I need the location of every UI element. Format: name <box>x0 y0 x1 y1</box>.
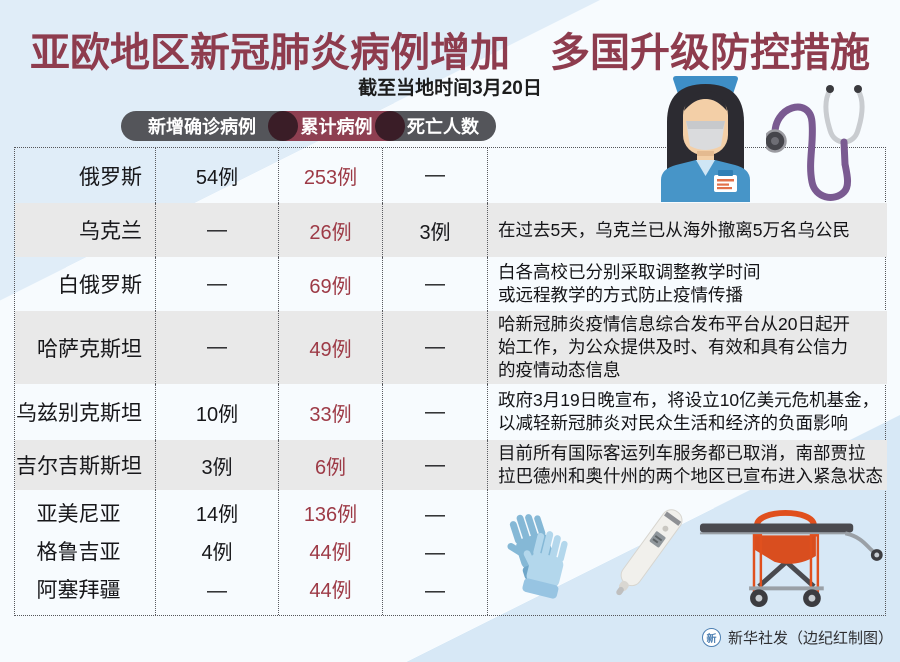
country-cell: 乌兹别克斯坦 <box>15 384 156 440</box>
credit-text: 新华社发（边纪红制图） <box>728 630 894 647</box>
deaths-cell: — <box>383 384 488 440</box>
xinhua-logo-icon: 新 <box>702 628 721 647</box>
legend-new-cases: 新增确诊病例 <box>121 111 283 141</box>
country-cell: 哈萨克斯坦 <box>15 311 156 384</box>
cumulative-cell: 49例 <box>279 311 383 384</box>
new-cases-cell: 4例 <box>201 541 233 564</box>
country-cell: 亚美尼亚 <box>36 502 121 526</box>
legend-junction-dot <box>268 111 298 141</box>
new-cases-cell: 3例 <box>156 440 279 490</box>
deaths-cell: 3例 <box>383 203 488 257</box>
medical-icons-cell <box>488 490 887 615</box>
country-group-cell: 亚美尼亚 格鲁吉亚 阿塞拜疆 <box>15 490 156 615</box>
cumulative-cell: 44例 <box>309 541 352 564</box>
note-cell: 白各高校已分别采取调整教学时间 或远程教学的方式防止疫情传播 <box>498 262 761 305</box>
country-cell: 格鲁吉亚 <box>36 540 121 564</box>
deaths-cell: — <box>425 503 445 526</box>
deaths-cell: — <box>383 311 488 384</box>
deaths-group-cell: — — — <box>383 490 488 615</box>
page-subtitle: 截至当地时间3月20日 <box>358 78 542 99</box>
cumulative-cell: 6例 <box>279 440 383 490</box>
cases-table: 俄罗斯 54例 253例 — 乌克兰 — 26例 3例 在过去5天，乌克兰已从海… <box>14 147 887 616</box>
legend-cumulative-cases: 累计病例 <box>283 111 390 141</box>
note-cell: 在过去5天，乌克兰已从海外撤离5万名乌公民 <box>488 203 887 257</box>
cumulative-group-cell: 136例 44例 44例 <box>279 490 383 615</box>
cumulative-cell: 69例 <box>279 257 383 311</box>
country-cell: 俄罗斯 <box>15 148 156 203</box>
deaths-cell: — <box>383 257 488 311</box>
legend-junction-dot <box>375 111 405 141</box>
country-cell: 乌克兰 <box>15 203 156 257</box>
new-cases-cell: — <box>156 257 279 311</box>
credit-line: 新 新华社发（边纪红制图） <box>702 627 893 648</box>
country-cell: 阿塞拜疆 <box>36 578 121 602</box>
medical-gloves-icon <box>507 513 568 599</box>
deaths-cell: — <box>425 541 445 564</box>
cumulative-cell: 44例 <box>309 579 352 602</box>
stretcher-icon <box>700 509 884 607</box>
nurse-illustration <box>661 76 750 202</box>
column-legend: 新增确诊病例 累计病例 死亡人数 <box>121 111 496 141</box>
new-cases-cell: — <box>207 579 227 602</box>
page-title: 亚欧地区新冠肺炎病例增加 多国升级防控措施 <box>30 31 870 75</box>
note-cell: 哈新冠肺炎疫情信息综合发布平台从20日起开 始工作，为公众提供及时、有效和具有公… <box>488 311 887 384</box>
deaths-cell: — <box>425 579 445 602</box>
cumulative-cell: 33例 <box>279 384 383 440</box>
deaths-cell: — <box>383 440 488 490</box>
thermometer-icon <box>616 508 683 595</box>
new-cases-group-cell: 14例 4例 — <box>156 490 279 615</box>
cumulative-cell: 136例 <box>303 503 358 526</box>
cumulative-cell: 26例 <box>279 203 383 257</box>
legend-deaths: 死亡人数 <box>390 111 496 141</box>
cumulative-cell: 253例 <box>279 148 383 203</box>
country-cell: 白俄罗斯 <box>15 257 156 311</box>
new-cases-cell: — <box>156 203 279 257</box>
stethoscope-icon <box>766 85 865 201</box>
note-cell: 目前所有国际客运列车服务都已取消，南部贾拉 拉巴德州和奥什州的两个地区已宣布进入… <box>488 440 887 490</box>
new-cases-cell: 10例 <box>156 384 279 440</box>
deaths-cell: — <box>383 148 488 203</box>
new-cases-cell: 54例 <box>156 148 279 203</box>
country-cell: 吉尔吉斯斯坦 <box>15 440 156 490</box>
new-cases-cell: — <box>156 311 279 384</box>
note-cell: 政府3月19日晚宣布，将设立10亿美元危机基金， 以减轻新冠肺炎对民众生活和经济… <box>498 390 880 433</box>
new-cases-cell: 14例 <box>195 503 239 526</box>
